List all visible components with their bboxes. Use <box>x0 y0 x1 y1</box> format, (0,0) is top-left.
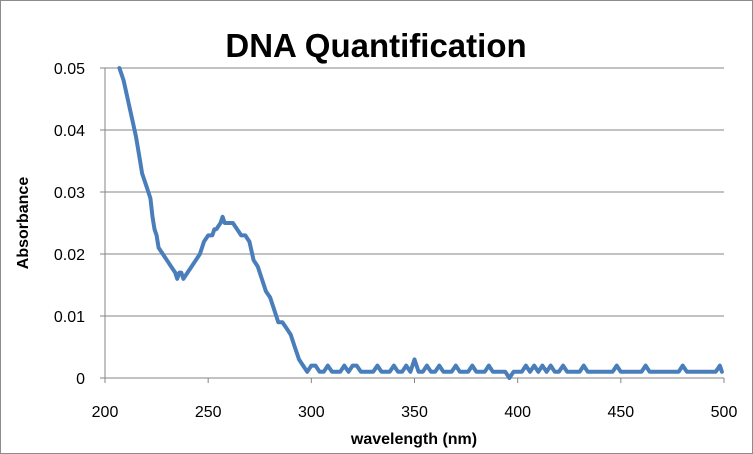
x-tick-label: 300 <box>298 404 325 421</box>
y-tick-label: 0.01 <box>54 309 85 326</box>
y-tick-labels: 0 0.01 0.02 0.03 0.04 0.05 <box>54 61 85 388</box>
x-axis-title: wavelength (nm) <box>350 431 477 448</box>
axes <box>104 68 724 379</box>
y-tick-label: 0.05 <box>54 61 85 78</box>
y-tick-label: 0.03 <box>54 185 85 202</box>
y-tick-label: 0.04 <box>54 123 85 140</box>
y-tick-label: 0.02 <box>54 247 85 264</box>
x-tick-label: 400 <box>504 404 531 421</box>
chart-title: DNA Quantification <box>225 27 526 64</box>
y-tick-label: 0 <box>76 371 85 388</box>
x-tick-label: 450 <box>607 404 634 421</box>
grid-lines <box>100 67 725 383</box>
series-layer <box>117 66 724 380</box>
x-tick-label: 250 <box>195 404 222 421</box>
x-tick-label: 200 <box>92 404 119 421</box>
x-tick-label: 350 <box>401 404 428 421</box>
x-tick-label: 500 <box>711 404 738 421</box>
series-line-0 <box>117 66 724 380</box>
x-tick-labels: 200 250 300 350 400 450 500 <box>92 404 738 421</box>
y-axis-title: Absorbance <box>15 177 32 270</box>
